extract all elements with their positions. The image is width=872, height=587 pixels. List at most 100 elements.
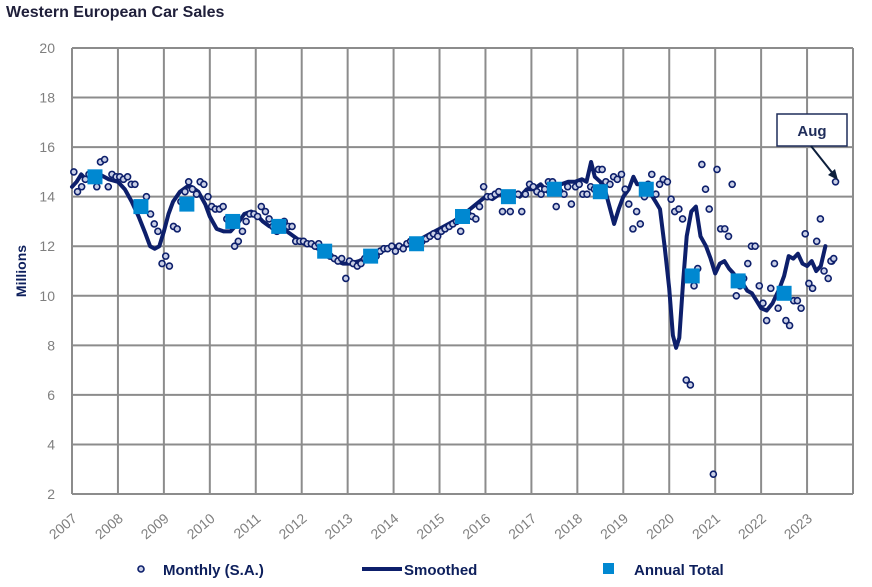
monthly-point bbox=[698, 160, 706, 169]
monthly-point bbox=[636, 220, 645, 228]
x-tick-label: 2023 bbox=[781, 510, 815, 542]
monthly-point bbox=[540, 185, 549, 194]
monthly-point bbox=[797, 304, 805, 312]
monthly-point bbox=[261, 207, 270, 216]
monthly-point bbox=[655, 180, 664, 189]
monthly-point bbox=[563, 182, 572, 191]
monthly-point bbox=[238, 227, 247, 236]
monthly-point bbox=[188, 185, 197, 194]
monthly-point bbox=[751, 242, 759, 251]
monthly-point bbox=[104, 182, 113, 191]
monthly-point bbox=[709, 470, 718, 478]
monthly-point bbox=[652, 190, 660, 198]
x-tick-label: 2021 bbox=[689, 510, 723, 542]
monthly-point bbox=[506, 207, 515, 216]
monthly-point bbox=[123, 173, 132, 181]
monthly-point bbox=[770, 259, 779, 268]
x-tick-label: 2017 bbox=[505, 510, 539, 542]
monthly-point bbox=[598, 165, 606, 174]
x-tick-label: 2019 bbox=[597, 510, 631, 542]
monthly-point bbox=[552, 202, 561, 211]
monthly-point bbox=[479, 182, 488, 191]
y-tick-label: 2 bbox=[47, 486, 55, 502]
x-tick-label: 2013 bbox=[321, 510, 355, 542]
x-tick-label: 2020 bbox=[643, 510, 677, 542]
monthly-point bbox=[399, 244, 408, 253]
monthly-point bbox=[181, 187, 189, 196]
monthly-point bbox=[759, 299, 767, 308]
monthly-point bbox=[632, 207, 641, 216]
annual-point bbox=[363, 248, 379, 264]
monthly-point bbox=[713, 165, 721, 174]
monthly-point bbox=[755, 282, 764, 290]
annual-point bbox=[225, 213, 241, 229]
y-axis-ticks: 2 4 6 8 10 12 14 16 18 20 bbox=[39, 40, 55, 502]
monthly-point bbox=[219, 202, 227, 211]
annual-point bbox=[730, 273, 746, 289]
legend-annual-label: Annual Total bbox=[634, 562, 724, 579]
monthly-point bbox=[816, 215, 825, 223]
annual-point bbox=[684, 268, 700, 284]
monthly-point bbox=[782, 316, 790, 325]
monthly-point bbox=[766, 284, 775, 293]
x-tick-label: 2008 bbox=[92, 510, 126, 542]
monthly-point bbox=[150, 220, 159, 228]
monthly-point bbox=[728, 180, 736, 189]
x-axis-ticks: 2007 2008 2009 2010 2011 2012 2013 2014 2015 2016… bbox=[46, 510, 815, 542]
monthly-point bbox=[629, 225, 637, 233]
monthly-point bbox=[613, 175, 622, 184]
y-tick-label: 8 bbox=[47, 337, 55, 353]
y-tick-label: 18 bbox=[39, 90, 55, 106]
monthly-point bbox=[805, 279, 813, 288]
monthly-point bbox=[387, 242, 396, 251]
monthly-point bbox=[762, 316, 771, 325]
monthly-point bbox=[812, 237, 821, 246]
annual-point bbox=[592, 184, 608, 200]
monthly-point bbox=[337, 254, 346, 263]
monthly-point bbox=[93, 182, 101, 191]
annual-point bbox=[500, 189, 516, 205]
callout-box bbox=[776, 113, 848, 147]
monthly-point bbox=[625, 200, 633, 208]
monthly-point bbox=[667, 195, 675, 203]
monthly-point bbox=[743, 259, 752, 268]
monthly-point bbox=[234, 237, 243, 246]
annual-point bbox=[638, 181, 654, 197]
chart-title: Western European Car Sales bbox=[6, 4, 225, 21]
annual-point bbox=[271, 218, 287, 234]
x-tick-label: 2007 bbox=[46, 510, 80, 542]
monthly-point bbox=[675, 205, 683, 213]
annual-point bbox=[776, 285, 792, 301]
monthly-point bbox=[567, 200, 576, 208]
x-tick-label: 2012 bbox=[275, 510, 309, 542]
x-tick-label: 2011 bbox=[230, 510, 264, 542]
monthly-point bbox=[663, 178, 672, 186]
monthly-point bbox=[161, 252, 170, 260]
monthly-point bbox=[705, 205, 714, 213]
monthly-point bbox=[521, 190, 530, 198]
annual-point bbox=[409, 236, 425, 252]
monthly-point bbox=[204, 192, 212, 201]
monthly-point bbox=[257, 202, 266, 211]
annual-point bbox=[455, 208, 470, 224]
monthly-point bbox=[514, 190, 522, 198]
monthly-series bbox=[70, 155, 840, 478]
monthly-point bbox=[142, 192, 151, 201]
legend: Monthly (S.A.) Smoothed Annual Total bbox=[137, 562, 724, 579]
x-tick-label: 2014 bbox=[367, 510, 401, 542]
annual-point bbox=[546, 181, 562, 197]
monthly-point bbox=[342, 274, 350, 283]
monthly-point bbox=[801, 230, 810, 238]
y-tick-label: 14 bbox=[39, 189, 55, 205]
y-tick-label: 20 bbox=[39, 40, 55, 56]
callout-arrow bbox=[810, 145, 835, 176]
x-tick-label: 2010 bbox=[184, 510, 218, 542]
monthly-point bbox=[192, 190, 201, 198]
annual-point bbox=[179, 196, 195, 212]
monthly-point bbox=[732, 291, 741, 300]
monthly-point bbox=[154, 227, 162, 236]
monthly-point bbox=[701, 185, 710, 194]
monthly-point bbox=[184, 178, 193, 186]
x-tick-label: 2018 bbox=[551, 510, 585, 542]
monthly-point bbox=[820, 267, 828, 275]
